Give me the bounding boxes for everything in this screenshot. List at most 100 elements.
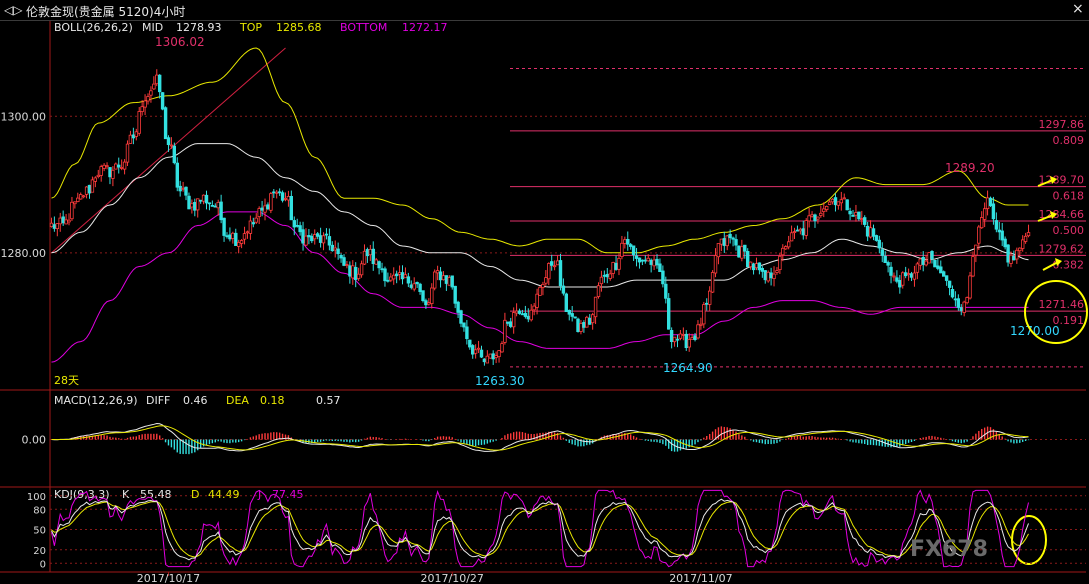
candle-body <box>971 256 975 277</box>
candle-body <box>868 227 873 238</box>
y-tick-label: 50 <box>33 526 46 537</box>
candle-body <box>684 333 688 348</box>
candle-body <box>87 184 92 194</box>
back-forward-icon[interactable]: ◁▷ <box>4 3 23 17</box>
price-annotation: 1306.02 <box>155 35 205 49</box>
candle-body <box>201 194 206 202</box>
kdj-k-label: K <box>122 488 130 501</box>
candle-body <box>292 220 296 228</box>
candle-body <box>713 255 718 274</box>
candle-body <box>494 355 498 358</box>
candle-body <box>760 267 764 272</box>
candle-body <box>593 296 598 318</box>
candle-body <box>933 259 937 268</box>
candle-body <box>228 234 232 240</box>
candle-body <box>52 224 57 229</box>
candle-body <box>491 353 495 360</box>
candle-body <box>696 324 700 339</box>
window-title: 伦敦金现(贵金属 5120)4小时 <box>26 5 186 19</box>
candle-body <box>617 257 621 270</box>
candle-body <box>901 272 905 286</box>
candle-body <box>146 96 150 102</box>
candle-body <box>260 207 264 211</box>
candle-body <box>889 266 893 276</box>
fib-price-label: 1289.70 <box>1039 174 1085 187</box>
candle-body <box>784 246 788 250</box>
candle-body <box>231 232 235 239</box>
candle-body <box>351 265 355 279</box>
candle-body <box>804 220 808 236</box>
candle-body <box>939 266 943 274</box>
candle-body <box>904 272 908 277</box>
candle-body <box>892 275 896 278</box>
candle-body <box>55 223 59 229</box>
candle-body <box>225 235 229 238</box>
candle-body <box>813 214 817 222</box>
candle-body <box>1026 232 1031 237</box>
candle-body <box>105 165 109 168</box>
candle-body <box>128 134 133 144</box>
candle-body <box>985 197 990 209</box>
candle-body <box>795 229 800 232</box>
candle-body <box>234 232 238 247</box>
candle-body <box>470 345 475 355</box>
candle-body <box>754 263 759 269</box>
fib-ratio-label: 0.191 <box>1053 314 1085 327</box>
candle-body <box>49 222 54 227</box>
candle-body <box>719 238 724 245</box>
kdj-d-value: 44.49 <box>208 488 240 501</box>
candle-body <box>330 244 334 252</box>
candle-body <box>134 131 138 137</box>
candle-body <box>860 218 864 221</box>
y-tick-label: 1280.00 <box>1 247 47 260</box>
candle-body <box>327 236 332 246</box>
candle-body <box>667 298 671 330</box>
candle-body <box>541 283 545 288</box>
candle-body <box>822 208 826 212</box>
candle-body <box>345 264 349 267</box>
candle-body <box>564 293 568 313</box>
macd-dea-value: 0.18 <box>260 394 285 407</box>
candle-body <box>476 347 481 350</box>
candle-body <box>561 285 566 294</box>
candle-body <box>280 192 285 201</box>
candle-body <box>266 204 270 210</box>
candle-body <box>219 201 223 221</box>
candle-body <box>602 274 607 277</box>
candle-body <box>73 201 77 205</box>
close-icon[interactable]: × <box>1072 1 1084 17</box>
candle-body <box>661 270 665 285</box>
candle-body <box>833 197 838 206</box>
y-tick-label: 80 <box>33 505 46 516</box>
candle-body <box>517 310 522 314</box>
candle-body <box>315 233 320 237</box>
candle-body <box>462 322 466 328</box>
kdj-j-label: J <box>257 488 261 501</box>
candle-body <box>84 186 89 195</box>
candle-body <box>591 314 595 324</box>
candle-body <box>1000 230 1004 241</box>
candle-body <box>810 214 814 217</box>
y-tick-label: 100 <box>27 492 46 503</box>
candle-body <box>236 241 241 247</box>
candle-body <box>216 201 220 209</box>
candle-body <box>845 199 849 211</box>
candle-body <box>459 310 463 324</box>
candle-body <box>748 261 753 268</box>
candle-body <box>702 304 706 325</box>
candle-body <box>114 163 118 170</box>
candle-body <box>675 338 680 341</box>
boll-bottom-value: 1272.17 <box>402 21 448 34</box>
x-tick-label: 2017/10/27 <box>421 572 484 584</box>
candle-body <box>930 250 934 260</box>
candle-body <box>906 273 911 276</box>
candle-body <box>251 222 255 225</box>
candle-body <box>819 212 823 216</box>
candle-body <box>310 235 314 242</box>
candle-body <box>599 276 604 285</box>
candle-body <box>953 298 958 301</box>
arrow-head <box>1050 176 1057 184</box>
candle-body <box>626 238 630 245</box>
candle-body <box>734 239 738 246</box>
